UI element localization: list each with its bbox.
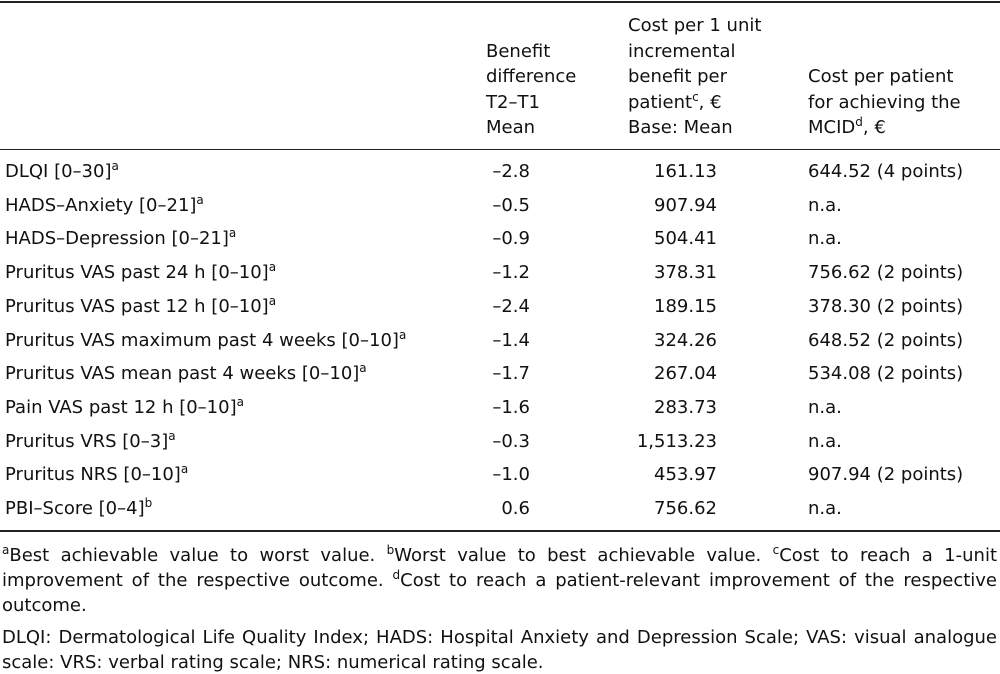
footnote-mark: a — [111, 159, 119, 173]
row-label: Pruritus VAS maximum past 4 weeks [0–10]… — [5, 327, 407, 352]
footnote-text: Cost to reach a patient-relevant improve… — [2, 570, 997, 616]
row-label: Pain VAS past 12 h [0–10]a — [5, 394, 244, 419]
mcid-cell: n.a. — [808, 498, 842, 519]
label-text: DLQI [0–30] — [5, 161, 112, 182]
footnote-mark: a — [180, 462, 189, 477]
cost-cell: 504.41 — [654, 228, 717, 250]
footnote-mark: a — [228, 226, 237, 241]
benefit-cell: –2.8 — [492, 161, 530, 182]
label-text: Pruritus VAS past 24 h [0–10] — [5, 262, 269, 284]
label-text: PBI–Score [0–4] — [5, 498, 145, 519]
header-text: , € — [698, 91, 722, 113]
header-rule — [0, 149, 1000, 150]
benefit-cell: –1.2 — [492, 262, 530, 284]
cost-cell: 267.04 — [654, 363, 717, 385]
footnote: DLQI: Dermatological Life Quality Index;… — [2, 625, 997, 674]
header-line: for achieving the — [808, 91, 961, 113]
benefit-cell: –0.9 — [492, 228, 530, 250]
header-text: MCID — [808, 117, 856, 138]
header-line: difference — [486, 66, 577, 87]
footnote-text: DLQI: Dermatological Life Quality Index;… — [2, 627, 997, 673]
mcid-cell: 534.08 (2 points) — [808, 363, 964, 385]
top-rule — [0, 1, 1000, 3]
label-text: Pruritus VAS mean past 4 weeks [0–10] — [5, 363, 360, 385]
header-text: patient — [628, 91, 693, 113]
row-label: HADS–Anxiety [0–21]a — [5, 192, 204, 217]
header-line: Benefit — [486, 40, 551, 62]
benefit-cell: –2.4 — [492, 295, 530, 317]
footnote-mark: a — [268, 260, 277, 275]
footnote-mark: a — [398, 327, 407, 342]
mcid-cell: n.a. — [808, 396, 842, 418]
footnote-text: Cost to reach a 1-unit improvement of th… — [2, 545, 997, 591]
mcid-cell: 644.52 (4 points) — [808, 161, 964, 182]
footnote-mark: b — [386, 543, 395, 557]
footnote-mark: d — [855, 115, 863, 129]
cost-cell: 1,513.23 — [636, 430, 717, 452]
header-line: Base: Mean — [628, 117, 733, 138]
footnote-mark: c — [692, 89, 699, 104]
label-text: HADS–Depression [0–21] — [5, 228, 229, 250]
row-label: Pruritus VAS past 24 h [0–10]a — [5, 260, 277, 284]
footnote-mark: a — [359, 361, 367, 376]
label-text: Pruritus VRS [0–3] — [5, 430, 169, 452]
label-text: Pain VAS past 12 h [0–10] — [5, 396, 237, 418]
footnote-mark: b — [144, 496, 153, 510]
footnote-mark: a — [2, 543, 10, 557]
header-line: patientc, € — [628, 89, 722, 114]
label-text: HADS–Anxiety [0–21] — [5, 194, 197, 216]
cost-cell: 324.26 — [654, 329, 717, 351]
benefit-cell: –0.5 — [492, 194, 530, 216]
header-text: , € — [862, 117, 886, 138]
footnote-mark: a — [236, 394, 244, 409]
footnote-mark: a — [196, 192, 204, 207]
cost-cell: 161.13 — [654, 161, 717, 182]
cost-cell: 907.94 — [654, 194, 717, 216]
mcid-cell: 756.62 (2 points) — [808, 262, 964, 284]
footnote-text: Worst value to best achievable value. — [394, 545, 773, 566]
row-label: DLQI [0–30]a — [5, 159, 119, 183]
benefit-cell: –1.4 — [492, 329, 530, 351]
mcid-cell: n.a. — [808, 228, 842, 250]
header-line: benefit per — [628, 66, 727, 87]
header-line: T2–T1 — [486, 91, 540, 113]
mcid-cell: n.a. — [808, 194, 842, 216]
cost-cell: 378.31 — [654, 262, 717, 284]
row-label: Pruritus NRS [0–10]a — [5, 462, 189, 486]
benefit-cell: –1.7 — [492, 363, 530, 385]
row-label: HADS–Depression [0–21]a — [5, 226, 237, 250]
footnote-mark: d — [392, 568, 401, 582]
benefit-cell: 0.6 — [501, 498, 530, 519]
footnote-mark: a — [268, 293, 277, 308]
mcid-cell: 378.30 (2 points) — [808, 295, 964, 317]
footnote-text: Best achievable value to worst value. — [9, 545, 387, 566]
cost-cell: 453.97 — [654, 464, 717, 486]
cost-cell: 756.62 — [654, 498, 717, 519]
row-label: Pruritus VAS mean past 4 weeks [0–10]a — [5, 361, 367, 385]
mcid-cell: 907.94 (2 points) — [808, 464, 964, 486]
label-text: Pruritus NRS [0–10] — [5, 464, 181, 486]
benefit-cell: –0.3 — [492, 430, 530, 452]
header-line: Mean — [486, 117, 536, 138]
header-line: Cost per 1 unit — [628, 15, 762, 36]
label-text: Pruritus VAS maximum past 4 weeks [0–10] — [5, 329, 399, 351]
cost-cell: 189.15 — [654, 295, 717, 317]
header-line: MCIDd, € — [808, 115, 886, 139]
label-text: Pruritus VAS past 12 h [0–10] — [5, 295, 269, 317]
benefit-cell: –1.0 — [492, 464, 530, 486]
mcid-cell: 648.52 (2 points) — [808, 329, 964, 351]
header-line: Cost per patient — [808, 66, 954, 87]
row-label: Pruritus VRS [0–3]a — [5, 428, 176, 453]
cost-cell: 283.73 — [654, 396, 717, 418]
footnote: aBest achievable value to worst value. b… — [2, 543, 997, 618]
footnote-mark: c — [772, 543, 780, 557]
row-label: PBI–Score [0–4]b — [5, 496, 153, 520]
header-line: incremental — [628, 40, 736, 62]
row-label: Pruritus VAS past 12 h [0–10]a — [5, 293, 277, 318]
footnote-mark: a — [168, 428, 176, 443]
benefit-cell: –1.6 — [492, 396, 530, 418]
mcid-cell: n.a. — [808, 430, 842, 452]
bottom-rule — [0, 530, 1000, 532]
